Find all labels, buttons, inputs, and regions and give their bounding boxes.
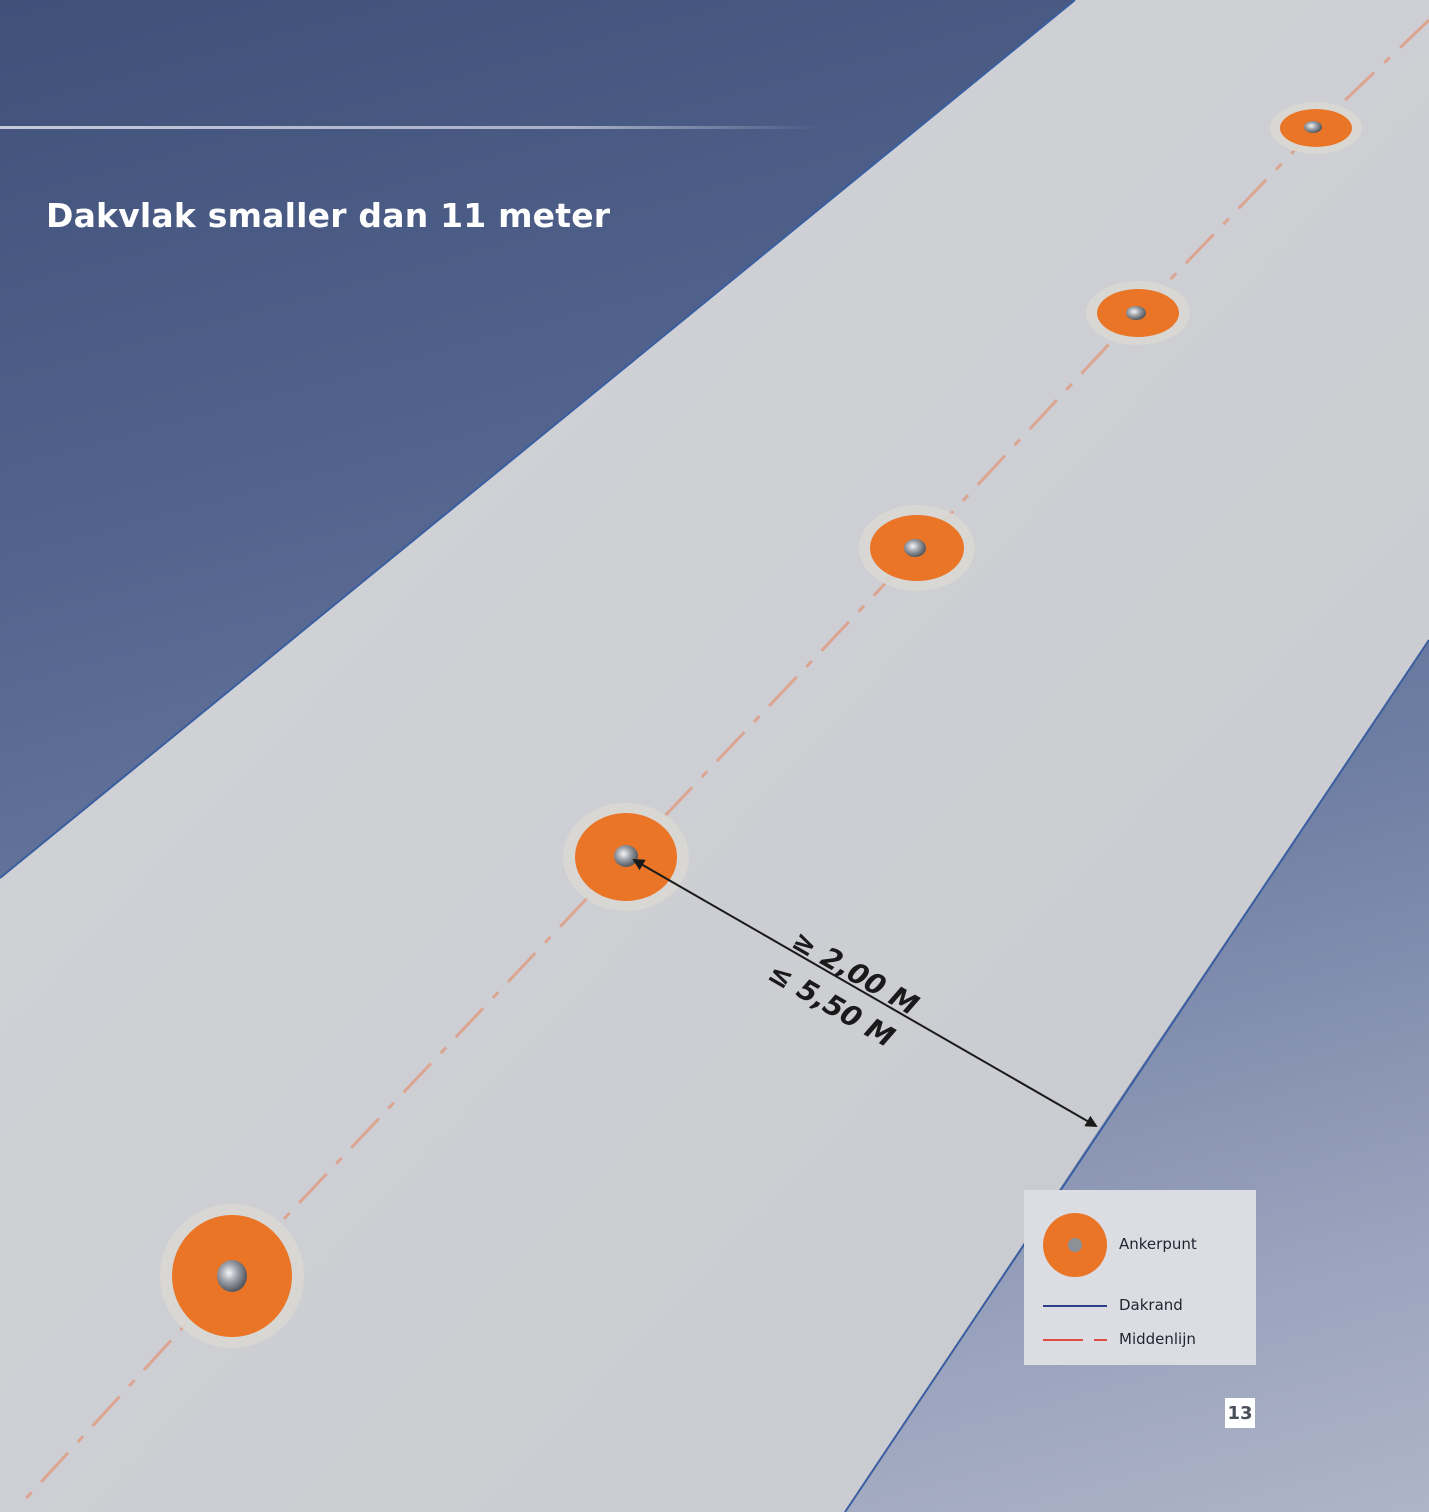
anchor-point — [160, 1204, 304, 1348]
legend-anchor-label: Ankerpunt — [1119, 1235, 1197, 1253]
legend-centerline-label: Middenlijn — [1119, 1330, 1196, 1348]
dimension-arrow — [632, 859, 1098, 1127]
anchor-point — [1270, 102, 1362, 154]
legend-roof-edge-label: Dakrand — [1119, 1296, 1183, 1314]
anchor-legend-icon — [1043, 1213, 1107, 1277]
page-number: 13 — [1225, 1398, 1255, 1428]
legend: Ankerpunt Dakrand Middenlijn — [1024, 1190, 1256, 1365]
anchor-point — [563, 803, 689, 911]
roof-edge-legend-line — [1043, 1305, 1107, 1307]
centerline-legend-line-dash — [1094, 1339, 1107, 1341]
anchor-point — [1086, 281, 1190, 345]
page-title: Dakvlak smaller dan 11 meter — [46, 196, 611, 235]
centerline-legend-line — [1043, 1339, 1083, 1341]
header-rule — [0, 126, 820, 129]
anchor-point — [859, 505, 975, 591]
roof-edge-right — [844, 639, 1429, 1512]
roof-edge-left — [0, 0, 1076, 879]
